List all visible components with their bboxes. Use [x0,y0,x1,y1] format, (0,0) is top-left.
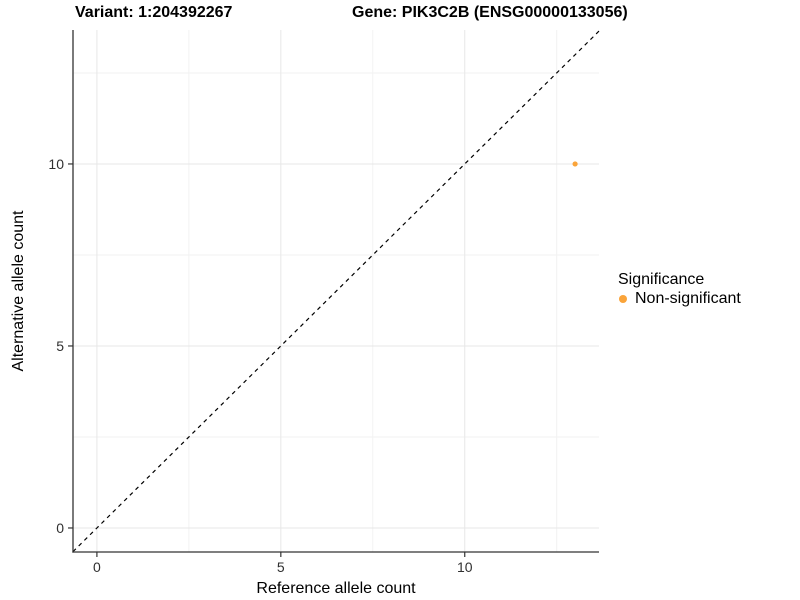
x-tick-label: 5 [277,559,285,575]
legend-title: Significance [618,271,705,288]
legend-key-dot-icon [619,295,627,303]
significance-legend: Significance Non-significant [615,271,741,308]
x-axis-title: Reference allele count [256,580,416,597]
x-tick-label: 0 [93,559,101,575]
x-tick-label: 10 [457,559,473,575]
legend-item-label: Non-significant [635,290,741,307]
y-tick-label: 5 [56,338,64,354]
variant-title: Variant: 1:204392267 [75,4,233,21]
identity-dashed-line [72,30,600,553]
y-tick-label: 0 [56,520,64,536]
legend-item-non-significant: Non-significant [615,290,741,308]
y-axis-title: Alternative allele count [10,210,27,372]
data-point [572,161,578,167]
y-tick-label: 10 [48,156,64,172]
gene-title: Gene: PIK3C2B (ENSG00000133056) [352,4,628,21]
